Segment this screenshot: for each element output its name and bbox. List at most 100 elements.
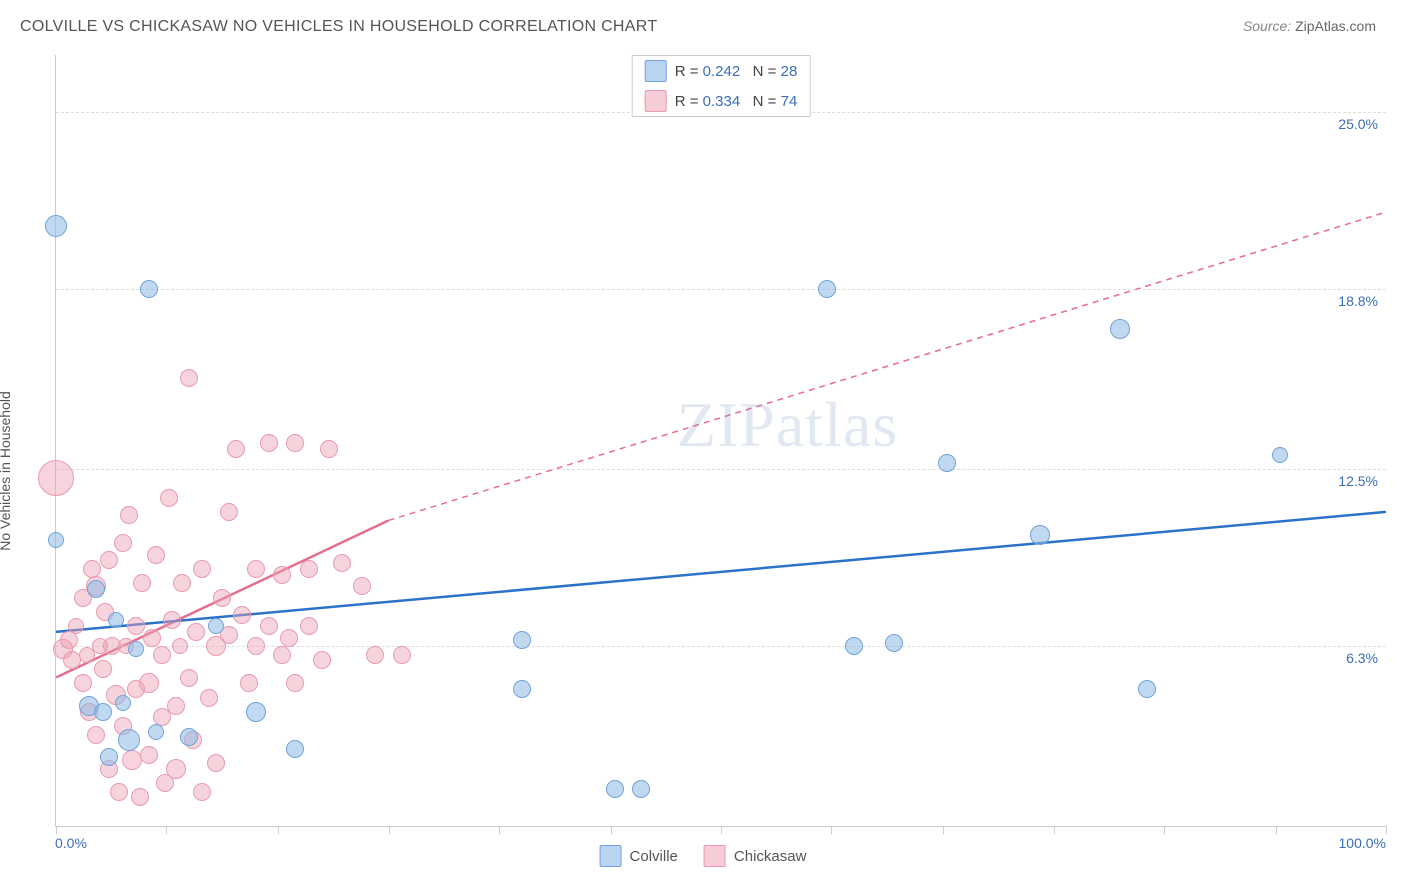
scatter-point-chickasaw: [163, 611, 181, 629]
scatter-point-colville: [818, 280, 836, 298]
scatter-point-chickasaw: [180, 369, 198, 387]
scatter-point-colville: [1272, 447, 1288, 463]
scatter-point-chickasaw: [140, 746, 158, 764]
scatter-point-chickasaw: [320, 440, 338, 458]
scatter-point-chickasaw: [38, 460, 74, 496]
source-name: ZipAtlas.com: [1295, 18, 1376, 34]
scatter-point-chickasaw: [122, 750, 142, 770]
scatter-point-chickasaw: [393, 646, 411, 664]
scatter-point-chickasaw: [260, 617, 278, 635]
scatter-point-colville: [632, 780, 650, 798]
gridline-h: [56, 289, 1386, 290]
scatter-point-chickasaw: [160, 489, 178, 507]
x-tick: [721, 826, 722, 834]
scatter-point-chickasaw: [273, 646, 291, 664]
watermark-atlas: atlas: [776, 389, 898, 460]
scatter-point-colville: [246, 702, 266, 722]
scatter-point-colville: [100, 748, 118, 766]
scatter-point-chickasaw: [353, 577, 371, 595]
scatter-point-colville: [128, 641, 144, 657]
scatter-point-chickasaw: [87, 726, 105, 744]
scatter-point-chickasaw: [143, 629, 161, 647]
scatter-point-colville: [94, 703, 112, 721]
scatter-point-chickasaw: [193, 560, 211, 578]
legend-label-chickasaw: Chickasaw: [734, 848, 807, 865]
scatter-point-chickasaw: [333, 554, 351, 572]
scatter-point-chickasaw: [74, 674, 92, 692]
x-tick: [1054, 826, 1055, 834]
x-tick: [278, 826, 279, 834]
scatter-point-colville: [118, 729, 140, 751]
watermark: ZIPatlas: [677, 388, 898, 462]
scatter-point-colville: [885, 634, 903, 652]
y-tick-label: 6.3%: [1346, 650, 1378, 666]
scatter-point-chickasaw: [120, 506, 138, 524]
scatter-point-chickasaw: [247, 637, 265, 655]
scatter-point-colville: [115, 695, 131, 711]
correlation-legend: R = 0.242 N = 28R = 0.334 N = 74: [632, 55, 811, 117]
scatter-point-chickasaw: [127, 617, 145, 635]
source-attribution: Source: ZipAtlas.com: [1243, 18, 1376, 34]
legend-item-chickasaw: Chickasaw: [704, 845, 807, 867]
scatter-point-chickasaw: [173, 574, 191, 592]
legend-item-colville: Colville: [600, 845, 678, 867]
scatter-point-colville: [1030, 525, 1050, 545]
scatter-point-chickasaw: [286, 434, 304, 452]
scatter-point-chickasaw: [260, 434, 278, 452]
scatter-point-chickasaw: [114, 534, 132, 552]
scatter-point-colville: [87, 580, 105, 598]
scatter-point-colville: [148, 724, 164, 740]
x-axis-min-label: 0.0%: [55, 835, 87, 851]
x-axis-max-label: 100.0%: [1339, 835, 1386, 851]
y-tick-label: 25.0%: [1338, 116, 1378, 132]
correlation-swatch: [645, 60, 667, 82]
watermark-zip: ZIP: [677, 389, 776, 460]
scatter-point-colville: [140, 280, 158, 298]
scatter-point-chickasaw: [273, 566, 291, 584]
scatter-point-colville: [845, 637, 863, 655]
scatter-point-chickasaw: [147, 546, 165, 564]
scatter-point-colville: [208, 618, 224, 634]
scatter-point-colville: [48, 532, 64, 548]
chart-title: COLVILLE VS CHICKASAW NO VEHICLES IN HOU…: [20, 18, 657, 36]
scatter-point-colville: [1138, 680, 1156, 698]
scatter-point-chickasaw: [207, 754, 225, 772]
correlation-row-1: R = 0.334 N = 74: [633, 86, 810, 116]
legend-swatch-colville: [600, 845, 622, 867]
x-tick: [166, 826, 167, 834]
scatter-point-chickasaw: [110, 783, 128, 801]
scatter-point-chickasaw: [100, 551, 118, 569]
correlation-row-0: R = 0.242 N = 28: [633, 56, 810, 86]
x-tick: [389, 826, 390, 834]
scatter-point-colville: [938, 454, 956, 472]
gridline-h: [56, 469, 1386, 470]
x-tick: [943, 826, 944, 834]
scatter-point-chickasaw: [180, 669, 198, 687]
x-tick: [1164, 826, 1165, 834]
scatter-point-chickasaw: [153, 646, 171, 664]
legend-label-colville: Colville: [630, 848, 678, 865]
scatter-point-chickasaw: [200, 689, 218, 707]
scatter-point-chickasaw: [286, 674, 304, 692]
scatter-point-chickasaw: [280, 629, 298, 647]
scatter-point-chickasaw: [193, 783, 211, 801]
scatter-point-colville: [513, 631, 531, 649]
scatter-point-chickasaw: [240, 674, 258, 692]
series-legend: Colville Chickasaw: [600, 845, 807, 867]
scatter-point-chickasaw: [68, 618, 84, 634]
scatter-point-colville: [1110, 319, 1130, 339]
x-tick: [611, 826, 612, 834]
scatter-point-chickasaw: [313, 651, 331, 669]
scatter-point-chickasaw: [300, 617, 318, 635]
x-tick: [56, 826, 57, 834]
scatter-point-chickasaw: [300, 560, 318, 578]
legend-swatch-chickasaw: [704, 845, 726, 867]
correlation-swatch: [645, 90, 667, 112]
x-tick: [1386, 826, 1387, 834]
scatter-point-chickasaw: [233, 606, 251, 624]
scatter-point-chickasaw: [227, 440, 245, 458]
trendline: [389, 212, 1387, 520]
scatter-point-chickasaw: [247, 560, 265, 578]
source-label: Source:: [1243, 18, 1295, 34]
scatter-point-colville: [45, 215, 67, 237]
